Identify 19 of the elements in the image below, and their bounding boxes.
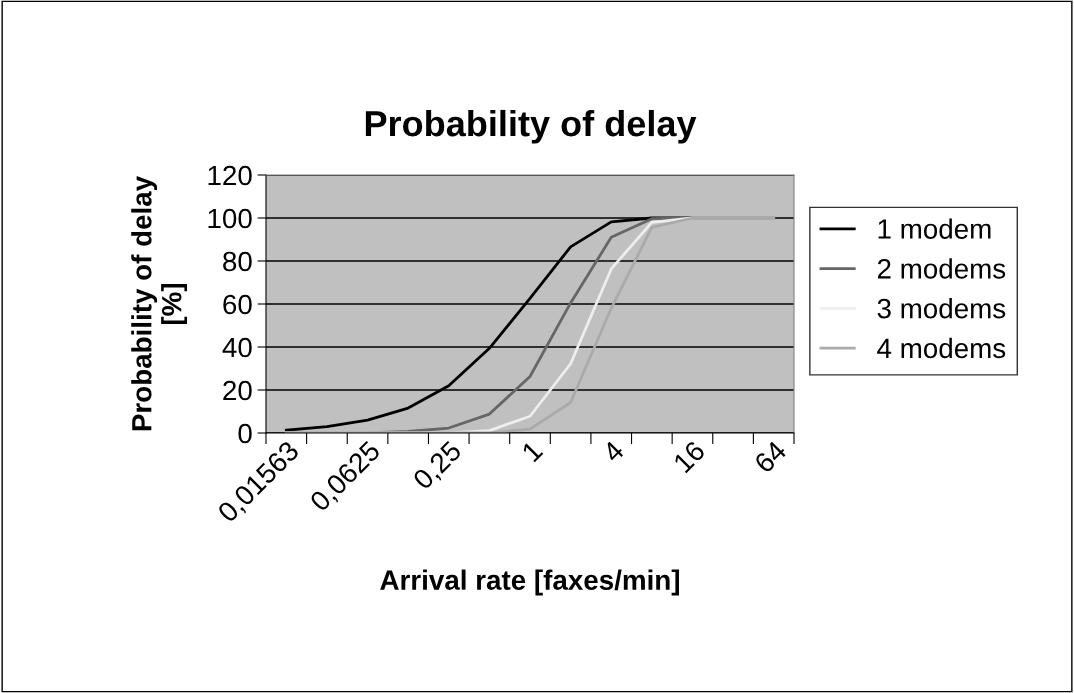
- y-tick-label: 120: [208, 165, 252, 186]
- y-tick-label: 100: [208, 208, 252, 229]
- x-tick-label: 0,25: [411, 439, 465, 493]
- legend-label: 1 modem: [878, 218, 991, 239]
- y-axis-title: Probability of delay [%]: [131, 176, 188, 431]
- x-tick-label: 4: [601, 439, 625, 464]
- y-tick-label: 0: [238, 423, 252, 444]
- legend-label: 4 modems: [877, 337, 1006, 359]
- x-tick-label: 1: [521, 440, 544, 463]
- y-tick-label: 80: [223, 251, 252, 272]
- legend-label: 3 modems: [877, 298, 1006, 319]
- x-tick-label: 64: [753, 439, 788, 474]
- y-tick-label: 20: [223, 380, 252, 401]
- x-axis-title: Arrival rate [faxes/min]: [380, 569, 679, 596]
- x-tick-label: 16: [672, 439, 707, 474]
- chart-title: Probability of delay: [365, 109, 697, 144]
- y-tick-label: 40: [222, 337, 252, 358]
- y-tick-label: 60: [223, 294, 252, 315]
- legend-label: 2 modems: [877, 258, 1006, 279]
